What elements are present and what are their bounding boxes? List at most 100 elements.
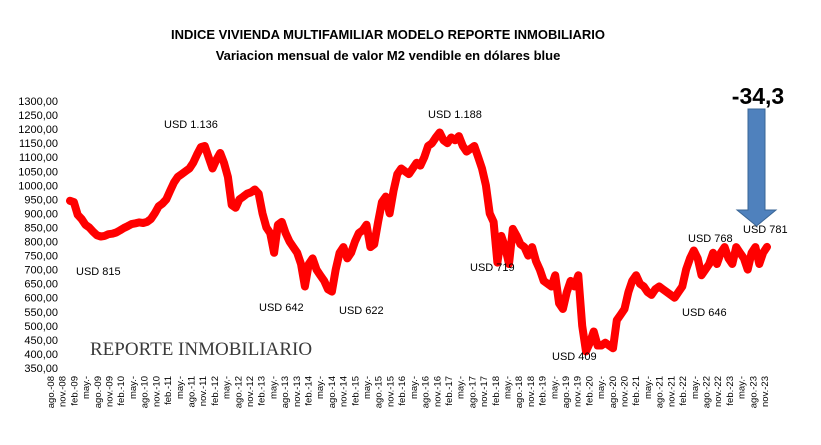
y-tick-label: 650,00: [24, 279, 58, 291]
x-tick-label: nov.-19: [573, 376, 584, 407]
x-tick-label: nov.-18: [526, 376, 537, 407]
arrow-shape: [735, 108, 778, 227]
x-tick-label: nov.-15: [385, 376, 396, 407]
y-tick-label: 1300,00: [18, 96, 58, 108]
y-tick-label: 1200,00: [18, 124, 58, 136]
x-tick-label: ago.-12: [233, 376, 244, 408]
data-label: USD 781: [743, 224, 788, 236]
y-tick-label: 550,00: [24, 307, 58, 319]
x-tick-label: feb.-09: [69, 376, 80, 406]
x-tick-label: feb.-13: [257, 376, 268, 406]
x-tick-label: feb.-15: [350, 376, 361, 406]
data-label: USD 642: [259, 302, 304, 314]
down-arrow-icon: [735, 108, 778, 227]
x-tick-label: ago.-13: [280, 376, 291, 408]
x-tick-label: nov.-23: [760, 376, 771, 407]
x-tick-label: nov.-21: [666, 376, 677, 407]
x-tick-label: may.-: [315, 376, 326, 399]
x-tick-label: may.-: [128, 376, 139, 399]
x-tick-label: ago.-10: [140, 376, 151, 408]
x-tick-label: ago.-19: [561, 376, 572, 408]
x-tick-label: nov.-20: [620, 376, 631, 407]
y-axis: 350,00 400,00 450,00 500,00 550,00 600,00 650,…: [18, 96, 58, 375]
y-tick-label: 350,00: [24, 363, 58, 375]
x-tick-label: may.-: [268, 376, 279, 399]
x-tick-label: may.-: [362, 376, 373, 399]
y-tick-label: 1050,00: [18, 166, 58, 178]
x-tick-label: ago.-15: [374, 376, 385, 408]
chart-title: INDICE VIVIENDA MULTIFAMILIAR MODELO REP…: [171, 27, 605, 42]
x-tick-label: feb.-20: [584, 376, 595, 406]
x-tick-label: feb.-14: [304, 376, 315, 406]
x-tick-label: feb.-21: [631, 376, 642, 406]
x-tick-label: nov.-09: [105, 376, 116, 407]
annotations: USD 815 USD 1.136 USD 642 USD 622 USD 1.188 U…: [76, 109, 788, 363]
y-tick-label: 800,00: [24, 237, 58, 249]
plot-area: [66, 128, 771, 356]
y-tick-label: 900,00: [24, 208, 58, 220]
x-tick-label: ago.-20: [608, 376, 619, 408]
x-tick-label: may.-: [596, 376, 607, 399]
data-label: USD 409: [552, 351, 597, 363]
x-tick-label: may.-: [409, 376, 420, 399]
x-tick-label: nov.-14: [339, 376, 350, 407]
chart-subtitle: Variacion mensual de valor M2 vendible e…: [216, 48, 561, 63]
x-tick-label: may.-: [737, 376, 748, 399]
x-tick-label: nov.-22: [713, 376, 724, 407]
y-tick-label: 750,00: [24, 251, 58, 263]
x-tick-label: nov.-17: [479, 376, 490, 407]
x-tick-label: ago.-11: [186, 376, 197, 408]
x-tick-label: may.-: [549, 376, 560, 399]
data-label: USD 1.188: [428, 109, 482, 121]
x-tick-label: may.-: [690, 376, 701, 399]
y-tick-label: 850,00: [24, 222, 58, 234]
y-tick-label: 600,00: [24, 293, 58, 305]
y-tick-label: 700,00: [24, 265, 58, 277]
data-label: USD 646: [682, 307, 727, 319]
x-tick-label: nov.-16: [432, 376, 443, 407]
x-tick-label: feb.-19: [538, 376, 549, 406]
x-tick-label: ago.-18: [514, 376, 525, 408]
y-tick-label: 950,00: [24, 194, 58, 206]
y-tick-label: 450,00: [24, 335, 58, 347]
x-tick-label: may.-: [502, 376, 513, 399]
x-tick-label: feb.-10: [116, 376, 127, 406]
x-tick-label: may.-: [175, 376, 186, 399]
y-tick-label: 1100,00: [19, 152, 58, 164]
y-tick-label: 500,00: [24, 321, 58, 333]
y-tick-label: 1150,00: [19, 138, 58, 150]
x-tick-label: ago.-22: [701, 376, 712, 408]
x-tick-label: feb.-22: [678, 376, 689, 406]
x-tick-label: ago.-23: [748, 376, 759, 408]
x-tick-label: ago.-14: [327, 376, 338, 408]
series-line: [66, 128, 771, 356]
change-label: -34,3: [732, 83, 784, 109]
x-tick-label: feb.-12: [210, 376, 221, 406]
x-tick-label: ago.-16: [421, 376, 432, 408]
watermark: REPORTE INMOBILIARIO: [90, 339, 312, 360]
data-label: USD 1.136: [164, 119, 218, 131]
data-label: USD 815: [76, 266, 121, 278]
data-label: USD 622: [339, 305, 384, 317]
y-tick-label: 1250,00: [18, 110, 58, 122]
data-label: USD 719: [470, 262, 515, 274]
x-tick-label: nov.-12: [245, 376, 256, 407]
x-tick-label: feb.-16: [397, 376, 408, 406]
x-tick-label: nov.-11: [198, 376, 209, 406]
x-tick-label: feb.-18: [491, 376, 502, 406]
x-tick-label: nov.-10: [151, 376, 162, 407]
x-tick-label: ago.-08: [46, 376, 57, 408]
x-tick-label: feb.-17: [444, 376, 455, 406]
x-axis: ago.-08 nov.-08 feb.-09 may.- ago.-09 nov.-09…: [46, 376, 771, 408]
x-tick-label: nov.-08: [58, 376, 69, 407]
x-tick-label: feb.-23: [725, 376, 736, 406]
y-tick-label: 400,00: [24, 349, 58, 361]
x-tick-label: ago.-17: [467, 376, 478, 408]
x-tick-label: may.-: [81, 376, 92, 399]
x-tick-label: ago.-09: [93, 376, 104, 408]
data-label: USD 768: [688, 233, 733, 245]
x-tick-label: feb.-11: [163, 376, 174, 405]
x-tick-label: nov.-13: [292, 376, 303, 407]
x-tick-label: ago.-21: [655, 376, 666, 408]
